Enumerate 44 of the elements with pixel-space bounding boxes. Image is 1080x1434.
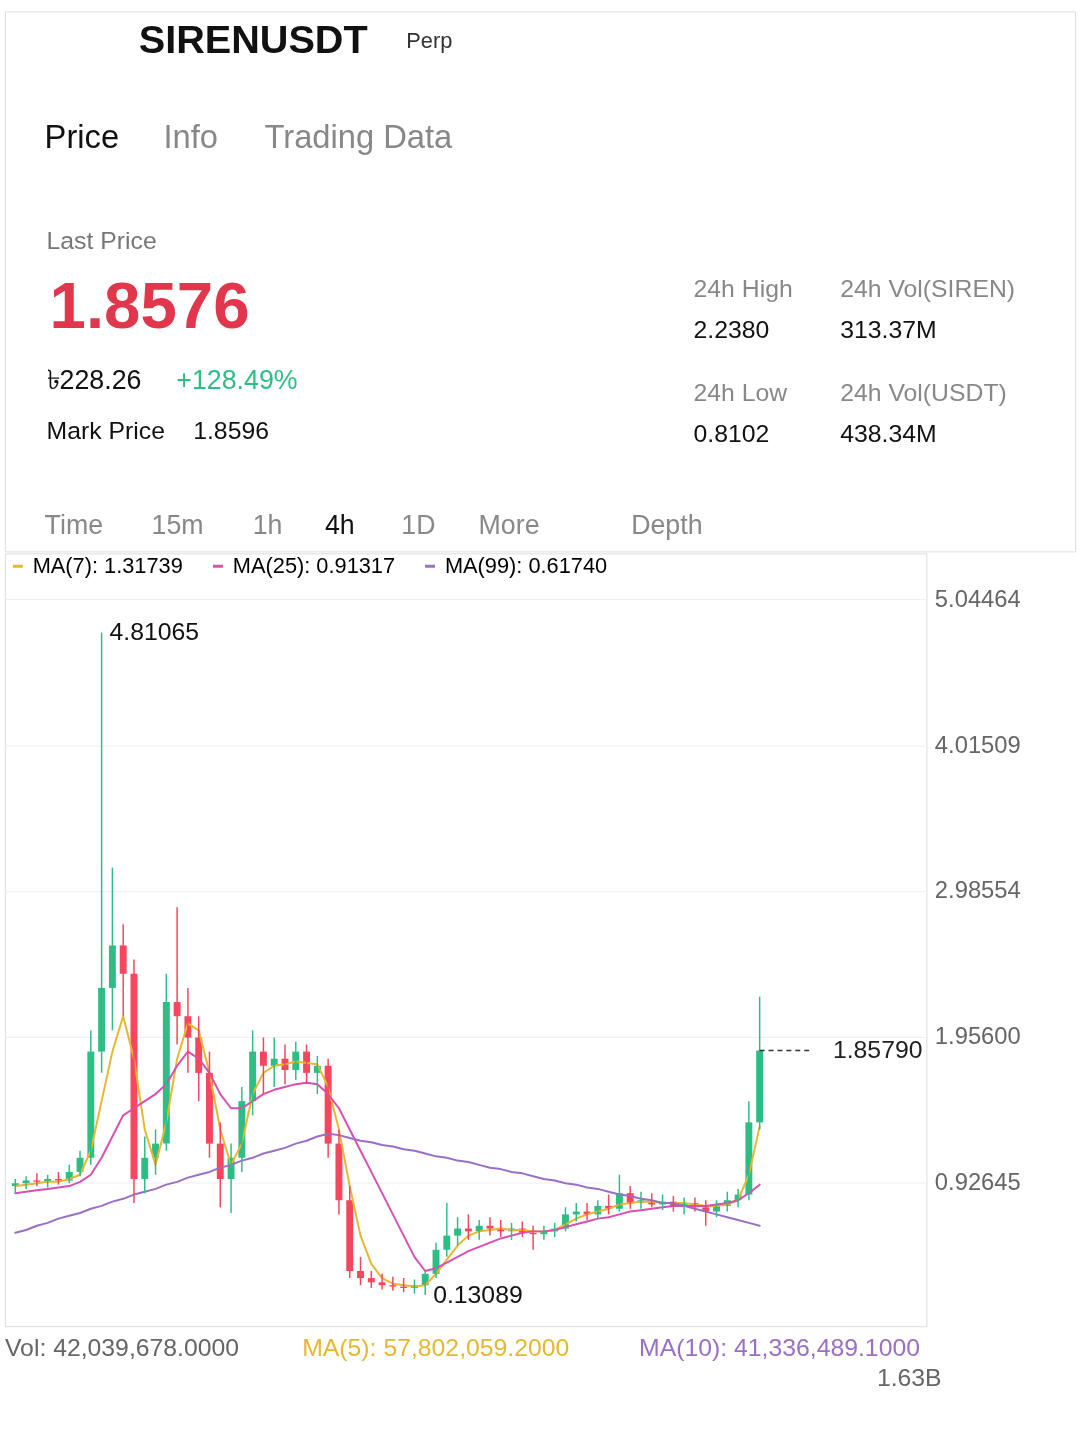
text: +128.49% <box>176 364 298 395</box>
text: 313.37M <box>840 316 937 344</box>
y-tick-label: 0.92645 <box>934 1167 1021 1195</box>
text: 0.8102 <box>693 420 770 448</box>
text: 24h High <box>693 274 793 302</box>
text: SIRENUSDT <box>138 17 368 61</box>
text: 1.8596 <box>193 417 269 445</box>
text: 1D <box>401 509 436 540</box>
text: 1.63B <box>876 1363 942 1391</box>
candlestick <box>389 1275 397 1292</box>
legend-label: MA(7): 1.31739 <box>32 553 183 579</box>
y-tick-label: 1.95600 <box>934 1022 1021 1050</box>
legend-label: MA(25): 0.91317 <box>232 553 396 579</box>
text: MA(10): 41,336,489.1000 <box>639 1333 920 1361</box>
y-tick-label: 2.98554 <box>934 876 1021 904</box>
text: Last Price <box>46 227 157 255</box>
text: 15m <box>151 509 204 540</box>
text: Trading Data <box>264 118 454 156</box>
legend-label: MA(99): 0.61740 <box>444 553 608 579</box>
text: Depth <box>631 509 703 540</box>
ref-line-label: 1.85790 <box>832 1036 923 1064</box>
text: 4h <box>324 509 355 540</box>
text: MA(5): 57,802,059.2000 <box>302 1333 570 1361</box>
annotation: 0.13089 <box>433 1280 523 1308</box>
line-series <box>14 1132 761 1234</box>
text: 1.8576 <box>49 269 250 343</box>
candlestick <box>33 1172 41 1187</box>
text: 438.34M <box>840 420 937 448</box>
y-tick-label: 4.01509 <box>934 730 1021 758</box>
text: Perp <box>406 28 453 54</box>
y-tick-label: 5.04464 <box>934 584 1021 612</box>
text: 24h Vol(USDT) <box>840 378 1007 406</box>
text: 2.2380 <box>693 316 770 344</box>
text: ৳228.26 <box>46 364 142 395</box>
text: 24h Low <box>693 378 788 406</box>
text: More <box>478 509 540 540</box>
text: 1h <box>252 509 283 540</box>
text: Vol: 42,039,678.0000 <box>4 1333 240 1361</box>
text: Mark Price <box>46 417 165 445</box>
text: 24h Vol(SIREN) <box>840 274 1016 302</box>
annotation: 4.81065 <box>109 618 200 646</box>
text: Price <box>44 118 120 156</box>
text: Info <box>163 118 219 156</box>
text: Time <box>44 509 104 540</box>
